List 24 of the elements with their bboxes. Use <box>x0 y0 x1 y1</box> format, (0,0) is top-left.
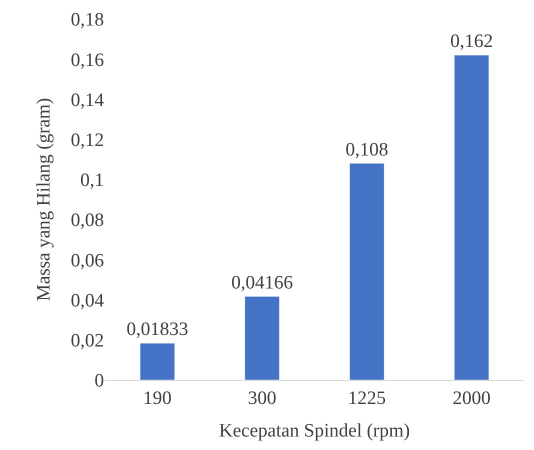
y-tick-label: 0,16 <box>70 50 104 71</box>
y-tick-label: 0 <box>94 370 104 392</box>
data-label: 0,162 <box>450 31 493 52</box>
bar <box>140 342 175 380</box>
x-tick-label: 2000 <box>452 388 491 409</box>
data-label: 0,04166 <box>231 272 293 294</box>
y-axis-title: Massa yang Hilang (gram) <box>34 98 55 302</box>
y-tick-label: 0,08 <box>70 210 104 232</box>
x-tick-label: 300 <box>248 388 276 409</box>
y-tick-label: 0,06 <box>70 250 104 272</box>
x-axis-title: Kecepatan Spindel (rpm) <box>219 420 410 442</box>
bar <box>244 296 280 380</box>
y-tick-label: 0,1 <box>80 170 104 192</box>
bar <box>349 163 384 380</box>
data-label: 0,01833 <box>126 319 188 340</box>
y-tick-label: 0,12 <box>70 130 104 151</box>
data-label: 0,108 <box>346 139 388 160</box>
y-tick-label: 0,14 <box>70 90 104 111</box>
y-tick-label: 0,18 <box>70 10 104 31</box>
x-tick-label: 190 <box>143 388 172 409</box>
x-tick-label: 1225 <box>348 388 386 409</box>
y-tick-label: 0,04 <box>70 290 104 312</box>
y-tick-label: 0,02 <box>70 330 104 352</box>
bar <box>454 54 490 380</box>
